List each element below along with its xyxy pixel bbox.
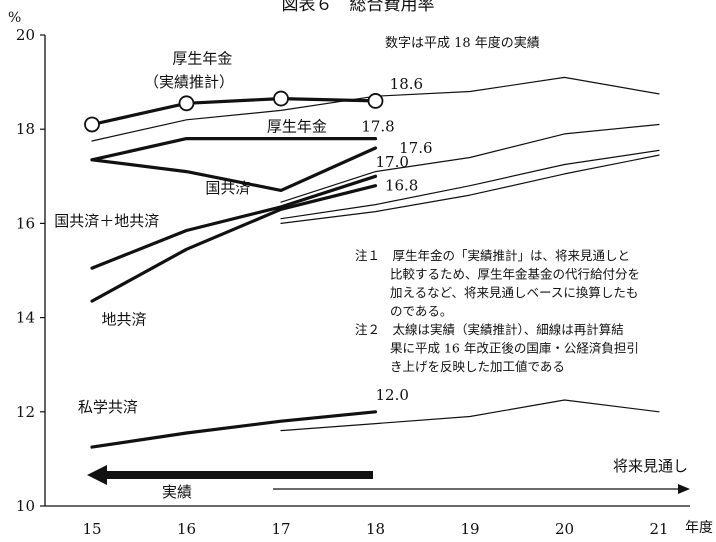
note-line: のである。 — [390, 304, 452, 319]
series-label: 私学共済 — [78, 398, 138, 416]
series-label: （実績推計） — [144, 73, 234, 91]
chart-title: 図表６ 総合費用率 — [282, 0, 435, 15]
note-line: き上げを反映した加工値である — [390, 359, 565, 374]
series-marker — [84, 116, 100, 133]
y-tick-label: 16 — [16, 214, 35, 232]
x-tick-label: 20 — [555, 520, 574, 538]
note-line: 加えるなど、将来見通しベースに換算したも — [390, 285, 638, 300]
x-axis-unit: 年度 — [685, 520, 713, 536]
value-label: 12.0 — [376, 386, 409, 404]
series-label: 国共済＋地共済 — [54, 212, 159, 230]
legend-projection-arrowhead — [678, 484, 690, 494]
series-line-0 — [90, 96, 378, 127]
legend-actual: 実績 — [87, 465, 373, 501]
legend-projection-label: 将来見通し — [613, 457, 688, 475]
series-line-2 — [90, 137, 378, 162]
legend-projection: 将来見通し — [273, 457, 690, 494]
series-marker — [273, 90, 289, 107]
legend-actual-label: 実績 — [162, 483, 192, 501]
series-line-4 — [280, 123, 660, 203]
value-label: 17.8 — [361, 118, 394, 136]
note-line: 注１ 厚生年金の「実績推計」は、将来見通しと — [355, 248, 630, 263]
y-tick-label: 20 — [16, 26, 35, 44]
note-line: 比較するため、厚生年金基金の代行給付分を — [390, 267, 640, 282]
series-line-9 — [90, 410, 378, 449]
x-tick-label: 21 — [649, 520, 668, 538]
series-marker — [178, 95, 195, 112]
value-label: 17.6 — [399, 139, 432, 157]
series-line-8 — [280, 154, 660, 224]
series-label: 国共済 — [205, 179, 250, 197]
series-line-3 — [90, 146, 378, 192]
subtitle-note: 数字は平成 18 年度の実績 — [385, 35, 540, 51]
series-label: 地共済 — [101, 311, 146, 329]
y-tick-label: 18 — [16, 120, 35, 138]
legend-actual-arrowhead — [87, 465, 107, 485]
note-line: 注２ 太線は実績（実績推計）、細線は再計算結 — [355, 322, 624, 337]
x-tick-label: 16 — [177, 520, 196, 538]
series-marker — [367, 93, 384, 109]
y-tick-label: 12 — [16, 403, 35, 421]
y-axis-unit: % — [8, 10, 21, 26]
series-label: 厚生年金 — [267, 118, 327, 136]
series-line-10 — [280, 399, 660, 432]
series-line-6 — [280, 149, 660, 220]
x-tick-label: 19 — [460, 520, 479, 538]
y-tick-label: 14 — [16, 309, 35, 327]
value-label: 18.6 — [390, 75, 423, 93]
series-line-5 — [90, 174, 378, 270]
value-label: 17.0 — [376, 153, 409, 171]
value-label: 16.8 — [385, 176, 418, 194]
x-tick-label: 17 — [271, 520, 290, 538]
series-label: 厚生年金 — [172, 49, 232, 67]
note-line: 果に平成 16 年改正後の国庫・公経済負担引 — [390, 341, 639, 356]
y-tick-label: 10 — [16, 497, 35, 515]
x-tick-label: 18 — [366, 520, 385, 538]
series-line-7 — [90, 184, 378, 303]
x-tick-label: 15 — [82, 520, 101, 538]
